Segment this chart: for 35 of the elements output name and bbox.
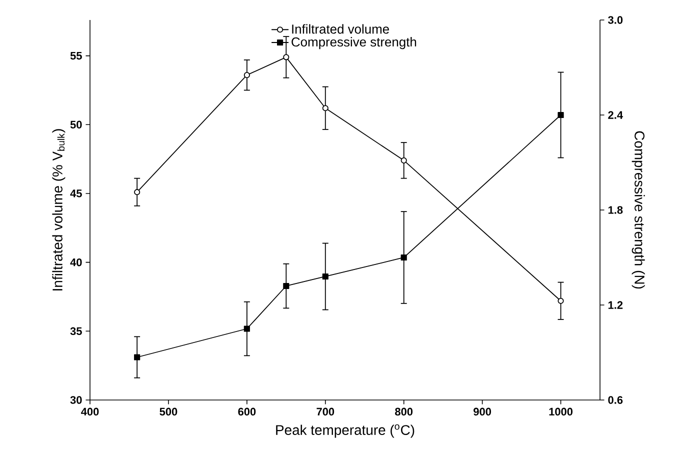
point bbox=[283, 282, 290, 290]
y-tick-label: 55 bbox=[70, 52, 82, 60]
x-tick-label: 400 bbox=[81, 408, 99, 416]
y2-tick-label: 3.0 bbox=[608, 16, 623, 24]
y2-tick-label: 0.6 bbox=[608, 396, 623, 404]
point bbox=[244, 326, 250, 332]
x-tick-label: 500 bbox=[160, 408, 178, 416]
x-tick-label: 1000 bbox=[549, 408, 573, 416]
y-tick-label: 45 bbox=[70, 190, 82, 198]
point bbox=[134, 354, 140, 360]
point bbox=[322, 105, 328, 112]
y-tick-label: 50 bbox=[70, 120, 82, 129]
y-tick-label: 40 bbox=[70, 258, 82, 266]
point bbox=[558, 298, 564, 304]
y2-tick-label: 1.2 bbox=[608, 301, 623, 309]
point bbox=[400, 157, 407, 164]
legend-label: Infiltrated volume bbox=[292, 24, 389, 34]
point bbox=[400, 254, 407, 261]
y2-tick-label: 2.4 bbox=[608, 111, 623, 119]
point bbox=[134, 189, 140, 196]
point bbox=[322, 273, 328, 280]
point bbox=[244, 72, 250, 78]
point bbox=[283, 54, 290, 60]
x-tick-label: 700 bbox=[316, 408, 334, 416]
x-tick-label: 600 bbox=[238, 408, 256, 416]
y-tick-label: 35 bbox=[70, 327, 82, 336]
x-tick-label: 900 bbox=[474, 408, 491, 416]
x-tick-label: 800 bbox=[395, 408, 413, 416]
legend-label: Compressive strength bbox=[292, 37, 416, 50]
y-axis-title: Infiltrated volume (% V$_{bulk}$) bbox=[52, 129, 66, 290]
y-tick-label: 30 bbox=[70, 396, 82, 404]
x-axis-title: Peak temperature ($^{o}$C) bbox=[276, 424, 414, 438]
point bbox=[558, 112, 564, 118]
y2-axis-title: Compressive strength (N) bbox=[632, 131, 645, 289]
y2-tick-label: 1.8 bbox=[608, 206, 623, 214]
